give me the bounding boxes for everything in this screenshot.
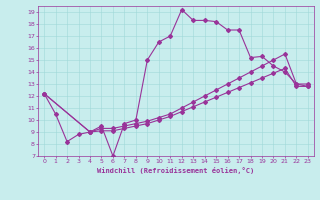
X-axis label: Windchill (Refroidissement éolien,°C): Windchill (Refroidissement éolien,°C) xyxy=(97,167,255,174)
